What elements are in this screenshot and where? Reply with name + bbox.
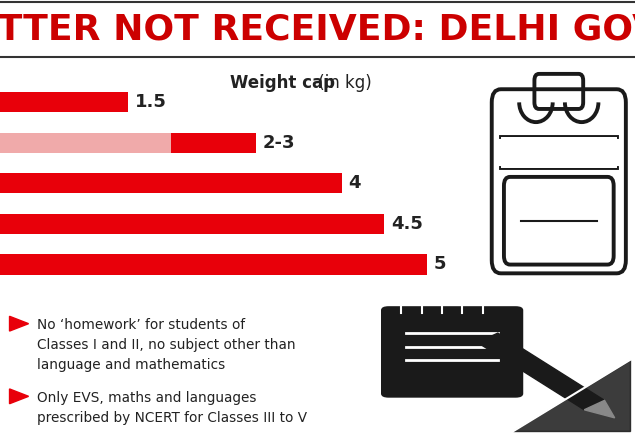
Text: (in kg): (in kg): [313, 74, 372, 92]
Bar: [0, 92, 128, 112]
Text: Only EVS, maths and languages
prescribed by NCERT for Classes III to V: Only EVS, maths and languages prescribed…: [37, 391, 307, 425]
Text: 5: 5: [434, 256, 446, 273]
Text: Weight cap: Weight cap: [230, 74, 335, 92]
Polygon shape: [478, 333, 605, 410]
Text: 1.5: 1.5: [135, 93, 167, 111]
Polygon shape: [10, 316, 29, 331]
Text: 2-3: 2-3: [263, 134, 295, 152]
Bar: [0, 214, 384, 234]
Text: LETTER NOT RECEIVED: DELHI GOVT: LETTER NOT RECEIVED: DELHI GOVT: [0, 12, 635, 46]
Polygon shape: [584, 400, 615, 418]
Bar: [0, 133, 171, 153]
Bar: [501, 138, 617, 168]
Bar: [171, 133, 256, 153]
Polygon shape: [10, 389, 29, 404]
Text: No ‘homework’ for students of
Classes I and II, no subject other than
language a: No ‘homework’ for students of Classes I …: [37, 318, 295, 372]
Bar: [0, 173, 342, 194]
Text: 4: 4: [349, 174, 361, 192]
Bar: [0, 254, 427, 275]
FancyBboxPatch shape: [381, 306, 523, 398]
Polygon shape: [513, 360, 630, 431]
Text: 4.5: 4.5: [391, 215, 423, 233]
